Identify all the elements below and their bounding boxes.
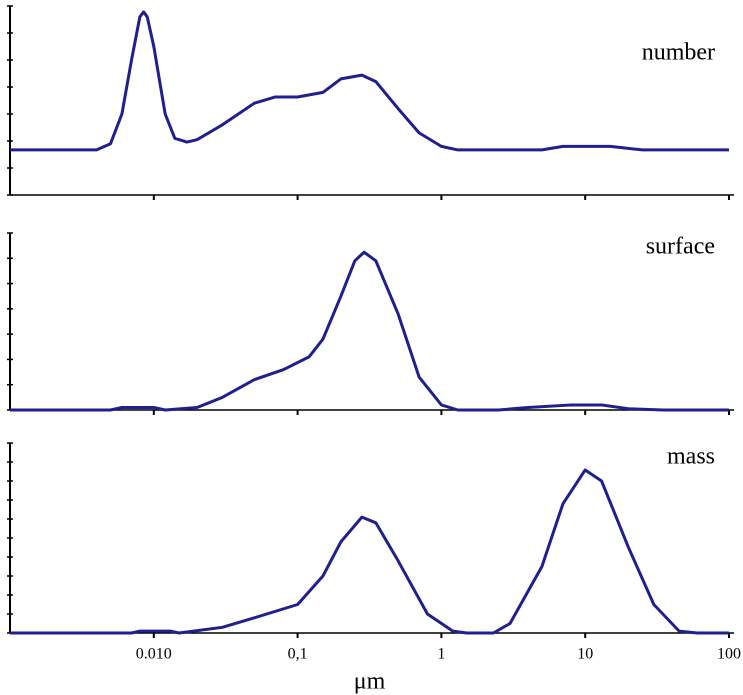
- panel-label: surface: [646, 234, 715, 260]
- x-tick-label: 0,1: [288, 646, 308, 663]
- x-tick-label: 100: [717, 646, 741, 663]
- x-axis-label: μm: [354, 669, 386, 695]
- data-line: [10, 10, 729, 152]
- panel-label: number: [642, 40, 715, 66]
- data-line: [10, 468, 729, 635]
- x-tick-label: 1: [437, 646, 445, 663]
- x-tick-label: 10: [577, 646, 593, 663]
- panel-label: mass: [667, 444, 715, 470]
- x-tick-label: 0.010: [136, 646, 172, 663]
- data-line: [10, 250, 729, 412]
